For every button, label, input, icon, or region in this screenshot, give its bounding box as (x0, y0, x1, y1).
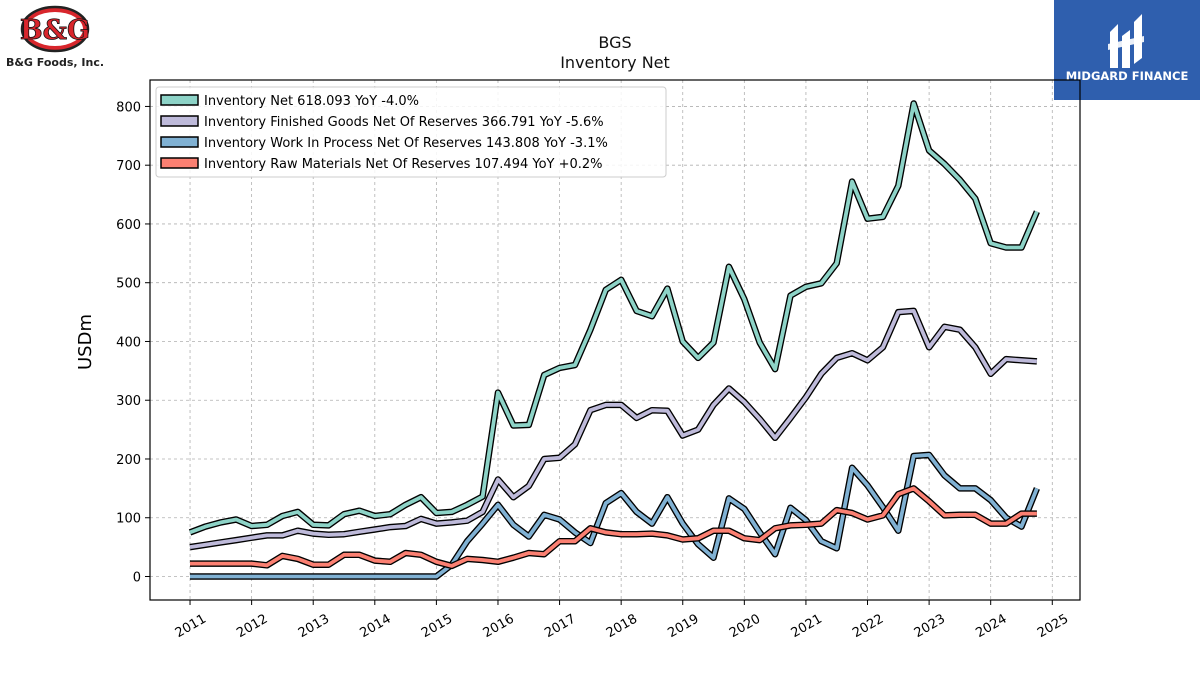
legend-swatch (160, 94, 199, 106)
x-tick-label: 2021 (789, 612, 825, 642)
plot-frame (149, 79, 1081, 601)
series-line-0 (188, 100, 1040, 536)
company-logo: B&G (19, 5, 91, 53)
brand-name: MIDGARD FINANCE (1066, 69, 1189, 83)
y-axis: 0 100 200 300 400 500 600 700 800 (116, 100, 150, 585)
y-tick-label: 200 (116, 453, 141, 468)
chart-subtitle: Inventory Net (560, 53, 670, 72)
series-outline (189, 307, 1038, 551)
brand-logo-icon (1108, 14, 1144, 68)
x-tick-label: 2013 (296, 612, 332, 642)
x-tick-label: 2022 (850, 612, 886, 642)
y-tick-label: 400 (116, 335, 141, 350)
chart-title: BGS (598, 33, 631, 52)
x-tick-label: 2023 (912, 612, 948, 642)
brand-badge: MIDGARD FINANCE (1054, 0, 1200, 100)
series-line-1 (189, 307, 1038, 551)
legend-label: Inventory Net 618.093 YoY -4.0% (204, 94, 419, 109)
company-logo-text: B&G (20, 15, 90, 46)
y-tick-label: 800 (116, 100, 141, 115)
series-stroke (189, 308, 1038, 549)
x-tick-label: 2014 (357, 612, 393, 642)
legend-swatch (160, 115, 199, 127)
legend-label: Inventory Finished Goods Net Of Reserves… (204, 115, 604, 130)
x-tick-label: 2016 (481, 612, 517, 642)
y-tick-label: 100 (116, 512, 141, 527)
x-tick-label: 2015 (419, 612, 455, 642)
legend-item: Inventory Raw Materials Net Of Reserves … (160, 157, 603, 172)
legend-frame (155, 86, 667, 178)
y-tick-label: 0 (133, 570, 141, 585)
series-stroke (190, 486, 1037, 568)
legend-item: Inventory Finished Goods Net Of Reserves… (160, 115, 604, 130)
x-tick-label: 2011 (173, 612, 209, 642)
y-tick-label: 700 (116, 159, 141, 174)
y-tick-label: 600 (116, 218, 141, 233)
y-tick-label: 500 (116, 277, 141, 292)
x-tick-label: 2012 (234, 612, 270, 642)
legend-item: Inventory Work In Process Net Of Reserve… (160, 136, 608, 151)
y-axis-label: USDm (75, 314, 96, 370)
legend: Inventory Net 618.093 YoY -4.0% Inventory… (155, 86, 667, 178)
legend-swatch (160, 136, 199, 148)
legend-item: Inventory Net 618.093 YoY -4.0% (160, 94, 419, 109)
x-tick-label: 2019 (665, 612, 701, 642)
series-stroke (190, 452, 1039, 579)
series-stroke (189, 101, 1039, 535)
y-tick-label: 300 (116, 394, 141, 409)
x-tick-label: 2024 (973, 612, 1009, 642)
x-axis: 2011 2012 2013 2014 2015 2016 2017 2018 2019 2020… (173, 600, 1071, 641)
x-tick-label: 2020 (727, 612, 763, 642)
series-line-2 (190, 451, 1040, 580)
x-tick-label: 2017 (542, 612, 578, 642)
x-tick-label: 2018 (604, 612, 640, 642)
x-tick-label: 2025 (1035, 612, 1071, 642)
company-name: B&G Foods, Inc. (6, 56, 104, 69)
series-line-3 (190, 485, 1037, 570)
legend-swatch (160, 157, 199, 169)
legend-label: Inventory Work In Process Net Of Reserve… (204, 136, 608, 151)
legend-label: Inventory Raw Materials Net Of Reserves … (204, 157, 603, 172)
series-layer (188, 100, 1040, 580)
